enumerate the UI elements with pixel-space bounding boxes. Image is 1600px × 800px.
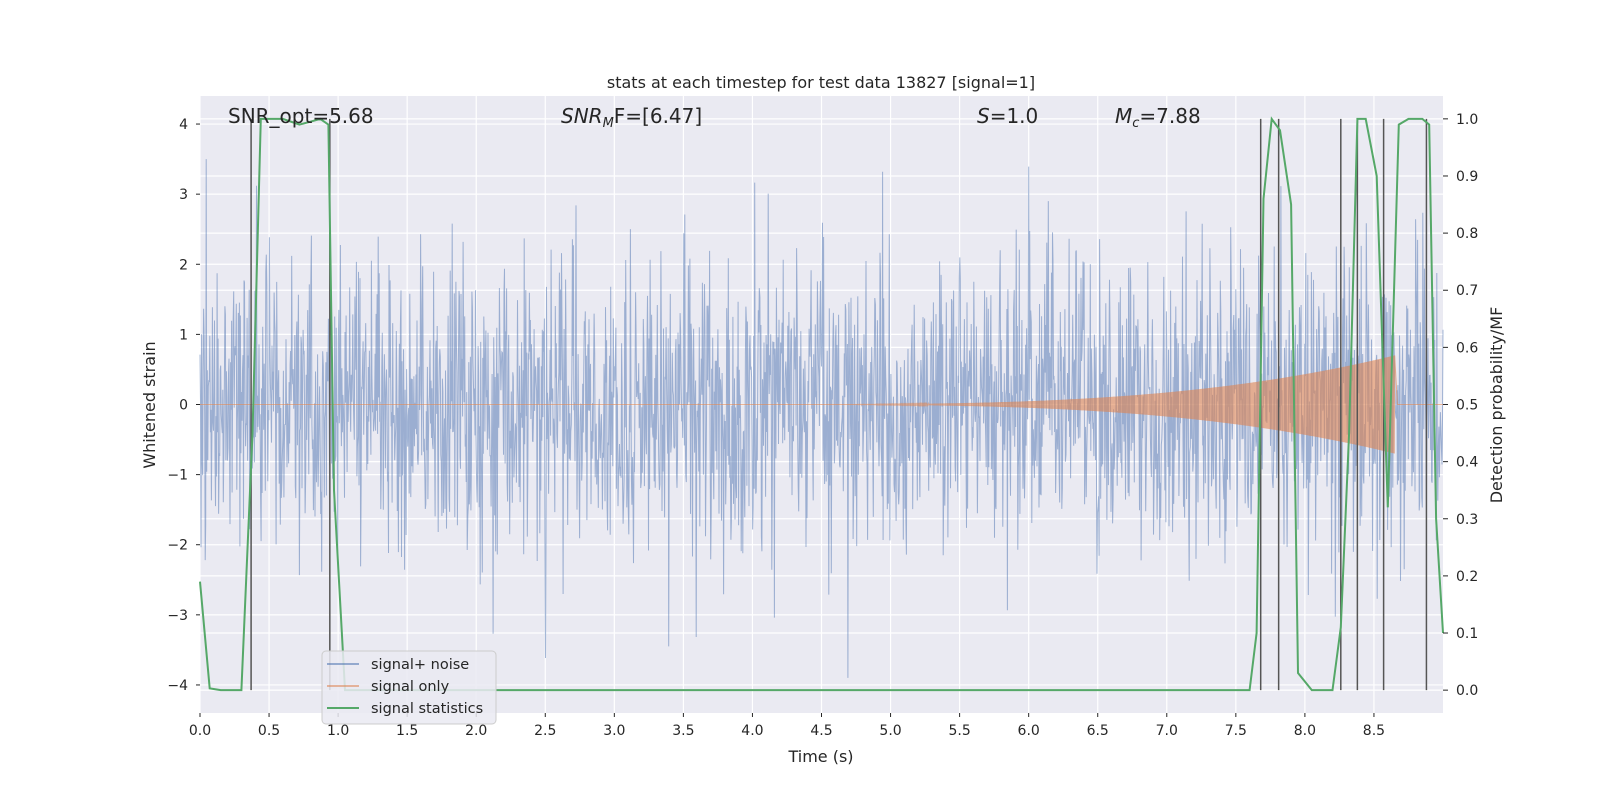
x-tick-label: 6.5 [1087, 723, 1109, 739]
signal-noise-series [199, 159, 1444, 678]
x-axis-label: Time (s) [787, 747, 853, 766]
y-right-axis-label: Detection probability/MF [1487, 307, 1506, 504]
x-tick-label: 3.5 [672, 723, 694, 739]
vertical-markers [250, 118, 1428, 691]
x-tick-label: 1.0 [327, 723, 349, 739]
signal-noise-line [199, 159, 1444, 678]
x-tick-label: 7.5 [1225, 723, 1247, 739]
annotation-mc: Mc=7.88 [1115, 104, 1201, 131]
y-left-tick-label: 4 [179, 117, 188, 133]
annotation-s-tail: =1.0 [990, 104, 1039, 128]
x-axis-ticks: 0.0 0.5 1.0 1.5 2.0 2.5 3.0 3.5 4.0 4.5 5.0 5.5 6.0 6… [189, 713, 1385, 739]
y-right-tick-label: 0.2 [1456, 569, 1478, 585]
y-right-tick-label: 0.6 [1456, 340, 1478, 356]
y-left-tick-label: −4 [167, 678, 188, 694]
x-tick-label: 4.5 [810, 723, 832, 739]
annotation-mc-main: M [1115, 104, 1132, 128]
y-left-axis-ticks: 4 3 2 1 0 −1 −2 −3 −4 [167, 117, 200, 694]
annotation-snr-opt: SNR_opt=5.68 [228, 104, 374, 128]
x-tick-label: 3.0 [603, 723, 625, 739]
y-right-tick-label: 1.0 [1456, 112, 1478, 128]
signal-statistics-series [199, 116, 1444, 692]
legend-label-signal-noise: signal+ noise [371, 657, 469, 673]
annotation-s: S=1.0 [977, 104, 1038, 128]
chart-title: stats at each timestep for test data 138… [607, 73, 1035, 92]
annotation-snr-mf: SNRMF=[6.47] [561, 104, 702, 131]
x-tick-label: 8.0 [1294, 723, 1316, 739]
signal-only-line [200, 355, 1443, 454]
y-left-tick-label: 1 [179, 327, 188, 343]
y-left-tick-label: 2 [179, 257, 188, 273]
x-tick-label: 8.5 [1363, 723, 1385, 739]
y-left-axis-label: Whitened strain [140, 341, 159, 468]
x-tick-label: 0.0 [189, 723, 211, 739]
legend-box [321, 650, 497, 725]
signal-statistics-line [199, 116, 1444, 692]
annotation-snr-mf-sub: M [603, 116, 614, 131]
y-right-tick-label: 0.1 [1456, 626, 1478, 642]
y-right-tick-label: 0.3 [1456, 512, 1478, 528]
x-tick-label: 7.0 [1156, 723, 1178, 739]
legend: signal+ noise signal only signal statist… [321, 650, 497, 725]
y-right-axis-ticks: 1.0 0.9 0.8 0.7 0.6 0.5 0.4 0.3 0.2 0.1 0.0 [1443, 112, 1478, 699]
y-left-tick-label: −1 [167, 468, 188, 484]
x-tick-label: 2.0 [465, 723, 487, 739]
y-right-tick-label: 0.4 [1456, 455, 1478, 471]
y-right-tick-label: 0.9 [1456, 169, 1478, 185]
y-right-tick-label: 0.0 [1456, 683, 1478, 699]
x-tick-label: 5.5 [948, 723, 970, 739]
y-right-tick-label: 0.8 [1456, 226, 1478, 242]
y-left-tick-label: −3 [167, 608, 188, 624]
legend-label-signal-only: signal only [371, 679, 450, 695]
y-left-tick-label: 3 [179, 187, 188, 203]
x-tick-label: 0.5 [258, 723, 280, 739]
annotation-snr-mf-tail: F=[6.47] [614, 104, 702, 128]
annotation-snr-mf-main: SNR [561, 104, 603, 128]
y-left-tick-label: −2 [167, 538, 188, 554]
x-tick-label: 2.5 [534, 723, 556, 739]
annotation-mc-tail: =7.88 [1139, 104, 1200, 128]
signal-only-series [200, 355, 1443, 454]
x-tick-label: 5.0 [879, 723, 901, 739]
x-tick-label: 6.0 [1018, 723, 1040, 739]
annotation-mc-sub: c [1132, 116, 1139, 131]
y-right-tick-label: 0.7 [1456, 283, 1478, 299]
annotation-s-main: S [977, 104, 990, 128]
x-tick-label: 4.0 [741, 723, 763, 739]
y-left-tick-label: 0 [179, 398, 188, 414]
x-tick-label: 1.5 [396, 723, 418, 739]
y-right-tick-label: 0.5 [1456, 398, 1478, 414]
legend-label-signal-statistics: signal statistics [371, 701, 483, 717]
